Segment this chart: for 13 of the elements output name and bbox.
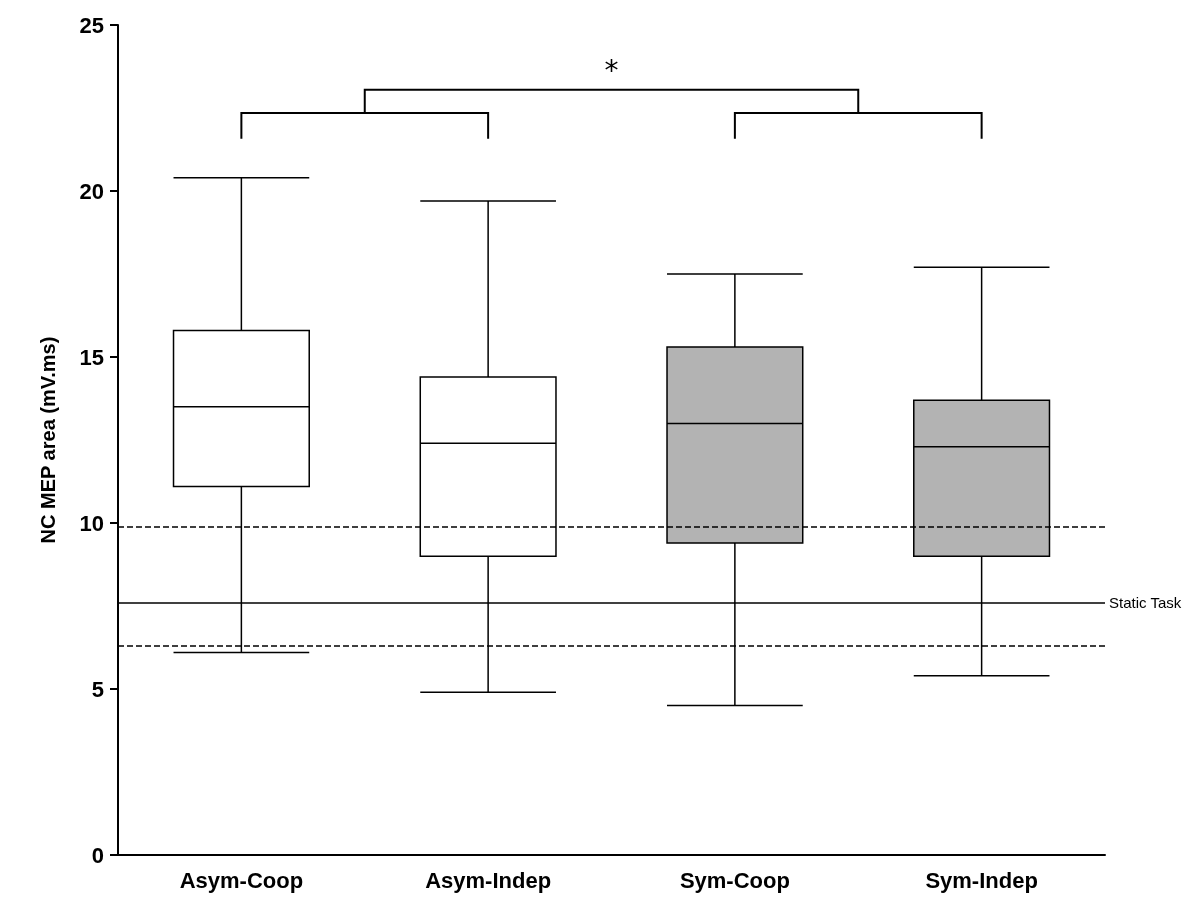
annotation: * [604,53,619,87]
y-tick-label: 25 [79,12,104,38]
x-tick-label: Sym-Coop [679,867,790,893]
y-axis-title: NC MEP area (mV.ms) [37,336,59,544]
y-tick-label: 15 [79,344,104,370]
ref-line-label: Static Task [1109,594,1182,612]
y-tick-label: 5 [91,676,104,702]
y-tick-label: 10 [79,510,104,536]
x-tick-label: Sym-Indep [925,867,1038,893]
x-tick-label: Asym-Coop [179,867,304,893]
x-tick-label: Asym-Indep [425,867,552,893]
y-tick-label: 0 [91,842,104,868]
y-tick-label: 20 [79,178,104,204]
